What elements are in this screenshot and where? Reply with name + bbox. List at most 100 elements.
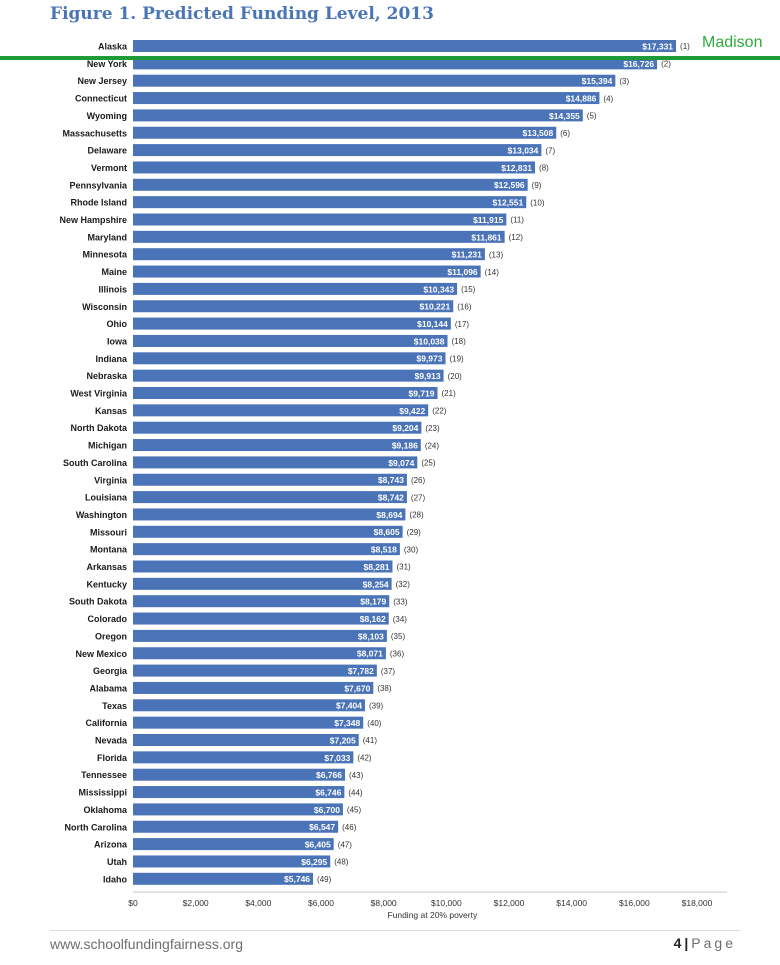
bar-montana bbox=[133, 543, 400, 556]
bar-washington bbox=[133, 508, 406, 521]
bar-california bbox=[133, 716, 364, 729]
rank-label-vermont: (8) bbox=[539, 164, 549, 173]
category-label-idaho: Idaho bbox=[103, 874, 128, 884]
bar-utah bbox=[133, 855, 331, 868]
value-label-nebraska: $9,913 bbox=[415, 371, 441, 381]
bar-illinois bbox=[133, 282, 458, 295]
bar-texas bbox=[133, 699, 365, 712]
bar-oregon bbox=[133, 629, 387, 642]
value-label-texas: $7,404 bbox=[336, 701, 362, 711]
value-label-maine: $11,096 bbox=[447, 267, 478, 277]
value-label-connecticut: $14,886 bbox=[566, 93, 597, 103]
category-label-new-mexico: New Mexico bbox=[75, 649, 127, 659]
bar-oklahoma bbox=[133, 803, 343, 816]
rank-label-missouri: (29) bbox=[407, 528, 422, 537]
bar-kansas bbox=[133, 404, 429, 417]
category-label-washington: Washington bbox=[76, 510, 127, 520]
category-label-utah: Utah bbox=[107, 857, 127, 867]
rank-label-pennsylvania: (9) bbox=[532, 181, 542, 190]
bar-new-hampshire bbox=[133, 213, 507, 226]
category-label-new-hampshire: New Hampshire bbox=[59, 215, 127, 225]
rank-label-idaho: (49) bbox=[317, 875, 332, 884]
bar-nebraska bbox=[133, 369, 444, 382]
category-label-montana: Montana bbox=[90, 545, 128, 555]
category-label-arizona: Arizona bbox=[94, 840, 128, 850]
bar-nevada bbox=[133, 734, 359, 746]
category-label-wyoming: Wyoming bbox=[87, 111, 127, 121]
x-tick-label: $6,000 bbox=[308, 898, 334, 908]
bar-georgia bbox=[133, 664, 377, 677]
value-label-maryland: $11,861 bbox=[471, 232, 502, 242]
page-number: 4 bbox=[673, 935, 682, 951]
value-label-north-carolina: $6,547 bbox=[309, 822, 335, 832]
bar-arizona bbox=[133, 838, 334, 851]
category-label-pennsylvania: Pennsylvania bbox=[69, 180, 128, 190]
value-label-washington: $8,694 bbox=[376, 510, 402, 520]
footer-divider bbox=[50, 930, 740, 931]
bar-vermont bbox=[133, 161, 536, 174]
category-label-california: California bbox=[85, 718, 128, 728]
x-tick-label: $0 bbox=[128, 898, 138, 908]
bar-pennsylvania bbox=[133, 178, 528, 191]
value-label-missouri: $8,605 bbox=[374, 527, 400, 537]
value-label-california: $7,348 bbox=[334, 718, 360, 728]
value-label-alabama: $7,670 bbox=[344, 683, 370, 693]
bar-south-carolina bbox=[133, 456, 418, 469]
category-label-vermont: Vermont bbox=[91, 163, 127, 173]
rank-label-nebraska: (20) bbox=[448, 372, 463, 381]
rank-label-texas: (39) bbox=[369, 702, 384, 711]
footer-url: www.schoolfundingfairness.org bbox=[50, 936, 243, 952]
rank-label-south-carolina: (25) bbox=[421, 459, 436, 468]
rank-label-indiana: (19) bbox=[449, 355, 464, 364]
value-label-georgia: $7,782 bbox=[348, 666, 374, 676]
value-label-louisiana: $8,742 bbox=[378, 493, 404, 503]
rank-label-kentucky: (32) bbox=[396, 580, 411, 589]
bar-mississippi bbox=[133, 786, 345, 799]
category-label-texas: Texas bbox=[102, 701, 127, 711]
value-label-wisconsin: $10,221 bbox=[420, 302, 451, 312]
bar-wisconsin bbox=[133, 300, 454, 313]
bar-new-mexico bbox=[133, 647, 386, 660]
value-label-ohio: $10,144 bbox=[417, 319, 448, 329]
rank-label-michigan: (24) bbox=[425, 441, 440, 450]
category-label-minnesota: Minnesota bbox=[82, 250, 127, 260]
value-label-florida: $7,033 bbox=[324, 753, 350, 763]
category-label-arkansas: Arkansas bbox=[86, 562, 127, 572]
rank-label-utah: (48) bbox=[334, 858, 349, 867]
rank-label-mississippi: (44) bbox=[348, 788, 363, 797]
value-label-indiana: $9,973 bbox=[416, 354, 442, 364]
bar-delaware bbox=[133, 144, 542, 157]
rank-label-delaware: (7) bbox=[545, 146, 555, 155]
bar-maryland bbox=[133, 230, 505, 243]
value-label-wyoming: $14,355 bbox=[549, 111, 580, 121]
category-label-nevada: Nevada bbox=[95, 736, 128, 746]
value-label-north-dakota: $9,204 bbox=[392, 423, 418, 433]
value-label-montana: $8,518 bbox=[371, 545, 397, 555]
category-label-mississippi: Mississippi bbox=[78, 788, 127, 798]
rank-label-new-hampshire: (11) bbox=[510, 216, 524, 225]
rank-label-oklahoma: (45) bbox=[347, 806, 362, 815]
category-label-missouri: Missouri bbox=[90, 527, 127, 537]
rank-label-oregon: (35) bbox=[391, 632, 406, 641]
value-label-oklahoma: $6,700 bbox=[314, 805, 340, 815]
category-label-oregon: Oregon bbox=[95, 631, 127, 641]
category-label-maryland: Maryland bbox=[87, 232, 127, 242]
category-label-kansas: Kansas bbox=[95, 406, 127, 416]
bar-idaho bbox=[133, 872, 314, 885]
category-label-colorado: Colorado bbox=[88, 614, 128, 624]
bar-florida bbox=[133, 751, 354, 764]
bar-alabama bbox=[133, 681, 374, 694]
value-label-new-mexico: $8,071 bbox=[357, 649, 383, 659]
category-label-south-carolina: South Carolina bbox=[63, 458, 128, 468]
rank-label-virginia: (26) bbox=[411, 476, 426, 485]
funding-bar-chart: Alaska $17,331 (1) New York $16,726 (2) New Je… bbox=[59, 40, 727, 920]
category-label-georgia: Georgia bbox=[93, 666, 128, 676]
category-label-new-jersey: New Jersey bbox=[77, 76, 127, 86]
bar-massachusetts bbox=[133, 126, 557, 139]
value-label-new-york: $16,726 bbox=[623, 59, 654, 69]
rank-label-north-carolina: (46) bbox=[342, 823, 357, 832]
x-tick-label: $8,000 bbox=[371, 898, 397, 908]
rank-label-washington: (28) bbox=[409, 511, 424, 520]
x-tick-label: $14,000 bbox=[556, 898, 587, 908]
category-label-indiana: Indiana bbox=[95, 354, 127, 364]
